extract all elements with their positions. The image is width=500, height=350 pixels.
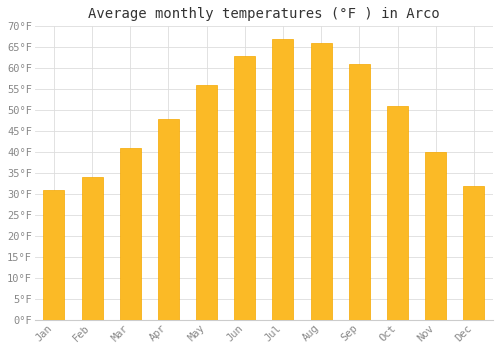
Bar (272, 39, 293, 320)
Bar (44, 190, 64, 320)
Bar (310, 43, 332, 320)
Bar (120, 148, 141, 320)
Bar (82, 177, 102, 320)
Bar (387, 106, 408, 320)
Bar (464, 186, 484, 320)
Title: Average monthly temperatures (°F ) in Arco: Average monthly temperatures (°F ) in Ar… (88, 7, 440, 21)
Bar (426, 152, 446, 320)
Bar (349, 64, 370, 320)
Bar (158, 119, 179, 320)
Bar (234, 56, 256, 320)
Bar (196, 85, 217, 320)
